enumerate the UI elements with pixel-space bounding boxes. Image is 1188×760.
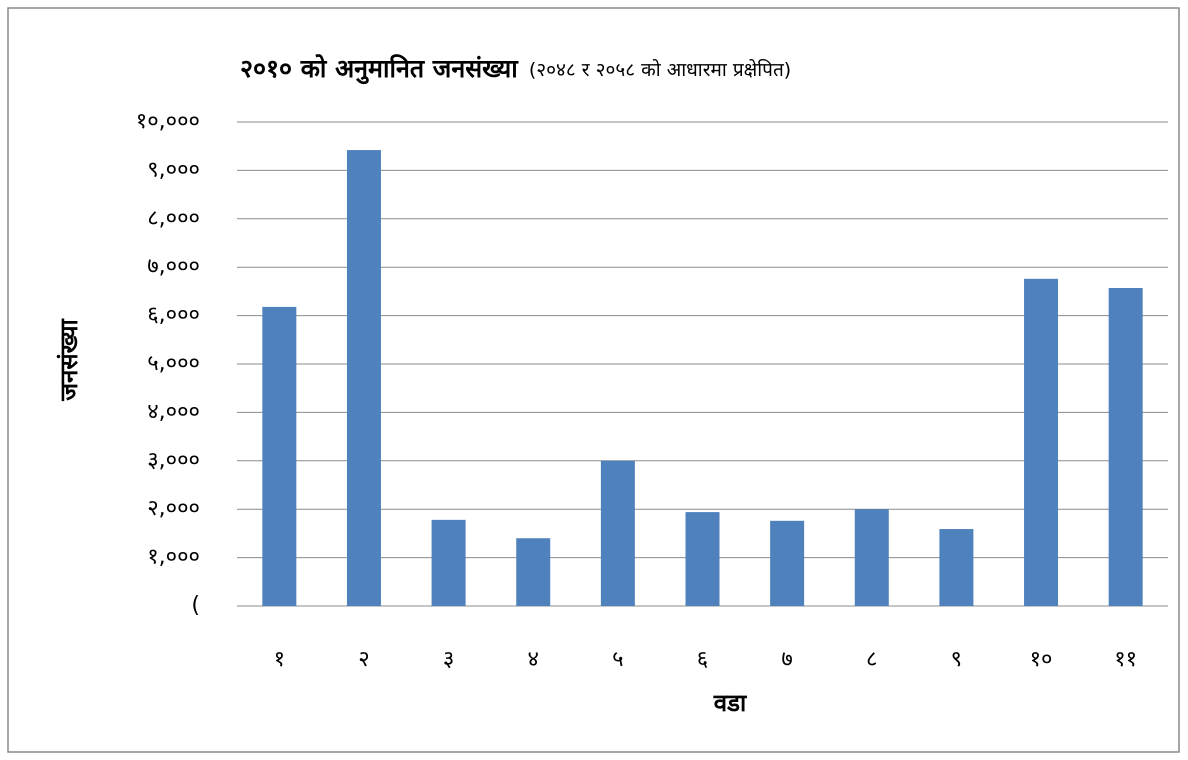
chart-subtitle: (२०४८ र २०५८ को आधारमा प्रक्षेपित) (529, 58, 791, 81)
x-tick-label: ९ (951, 647, 962, 672)
bar (1108, 288, 1143, 606)
x-tick-label: ११ (1114, 647, 1137, 672)
y-axis-label: जनसंख्या (55, 318, 83, 401)
x-tick-label: ७ (781, 647, 792, 672)
bar (854, 509, 889, 606)
bar (1024, 278, 1059, 606)
x-tick-label: ३ (443, 647, 454, 672)
y-tick-label: ( (191, 593, 200, 618)
bar (685, 512, 720, 606)
bar (516, 538, 551, 606)
y-tick-label: ७,००० (147, 254, 200, 279)
y-tick-label: ४,००० (147, 399, 200, 424)
bar (770, 520, 805, 606)
y-tick-label: ५,००० (147, 351, 200, 376)
bar (262, 306, 297, 606)
y-tick-label: २,००० (147, 496, 200, 521)
x-tick-label: २ (358, 647, 369, 672)
y-tick-label: ८,००० (147, 206, 200, 231)
x-tick-label: ६ (697, 647, 708, 672)
y-tick-label: ६,००० (147, 303, 200, 328)
bar (600, 460, 635, 606)
x-axis-label: वडा (713, 689, 747, 717)
chart-frame (7, 7, 1180, 753)
x-tick-label: ८ (866, 647, 877, 672)
x-tick-label: १ (274, 647, 285, 672)
x-tick-label: ४ (528, 647, 539, 672)
y-tick-label: ९,००० (147, 157, 200, 182)
y-tick-label: १०,००० (136, 109, 200, 134)
bar (939, 529, 974, 606)
y-tick-label: ३,००० (147, 448, 200, 473)
x-tick-label: ५ (612, 647, 623, 672)
chart-title: २०१० को अनुमानित जनसंख्या (240, 54, 519, 85)
bar (431, 519, 466, 606)
bar (346, 150, 381, 606)
x-tick-label: १० (1030, 647, 1053, 672)
y-tick-label: १,००० (147, 545, 200, 570)
chart-heading: २०१० को अनुमानित जनसंख्या (२०४८ र २०५८ क… (240, 54, 791, 85)
